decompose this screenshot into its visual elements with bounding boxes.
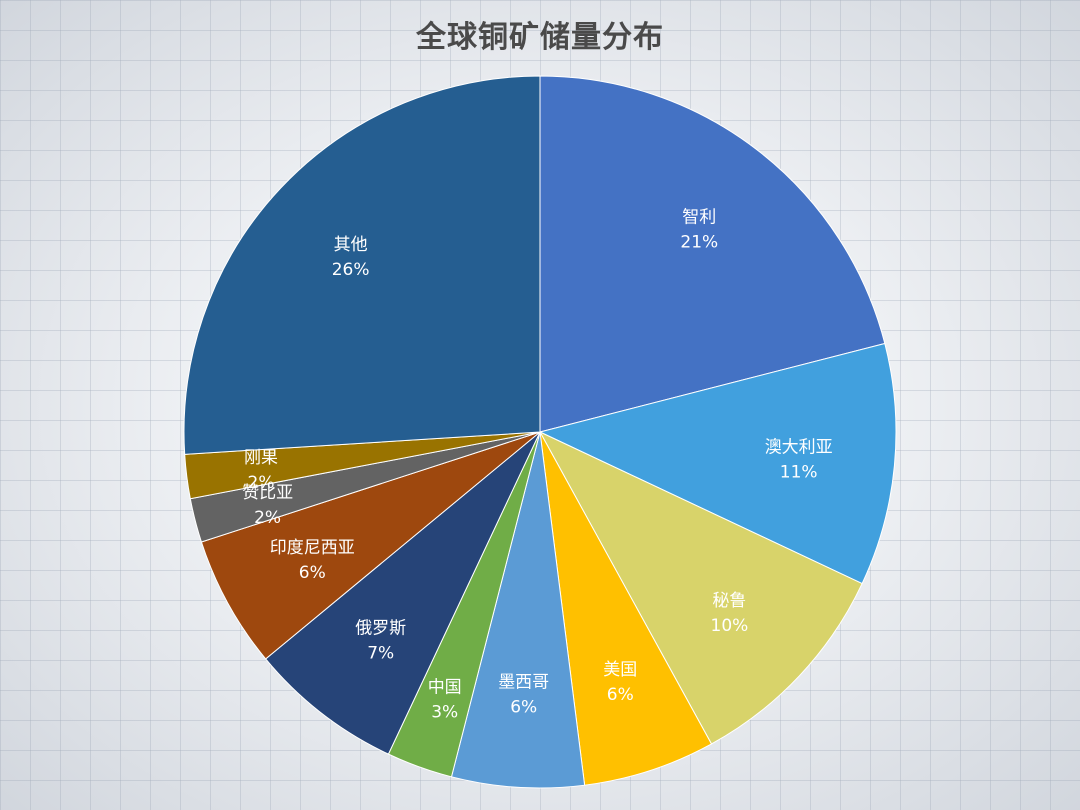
pie-slice [538,342,897,585]
slice-label-percent: 26% [332,260,370,280]
slice-label-name: 刚果 [244,448,278,468]
slice-label-name: 美国 [603,660,637,680]
chart-title: 全球铜矿储量分布 [416,20,664,55]
pie-slice [264,431,541,755]
slice-label-percent: 3% [431,703,458,723]
slice-label-percent: 2% [248,473,275,493]
slice-label-name: 其他 [334,235,368,255]
slice-label-percent: 6% [299,563,326,583]
slice-label-percent: 21% [680,233,718,253]
slice-label-name: 赞比亚 [242,483,293,503]
slice-label-percent: 2% [254,508,281,528]
slice-label-name: 澳大利亚 [765,438,833,458]
slice-label-name: 智利 [682,208,716,228]
pie-slice [539,431,713,786]
pie-slice [450,431,586,789]
slice-label-percent: 11% [780,463,818,483]
slice-label-percent: 6% [510,697,537,717]
slice-label-percent: 6% [607,685,634,705]
slice-label-name: 墨西哥 [498,672,549,692]
pie-slice [538,430,863,745]
slice-label-percent: 10% [711,616,749,636]
slice-label-percent: 7% [367,643,394,663]
slice-label-name: 印度尼西亚 [270,538,355,558]
pie-slice [200,431,541,660]
pie-slice [183,75,541,455]
slice-label-name: 秘鲁 [712,591,746,611]
slice-label-name: 中国 [428,678,462,698]
slice-label-name: 俄罗斯 [355,618,406,638]
pie-slice [539,75,886,433]
